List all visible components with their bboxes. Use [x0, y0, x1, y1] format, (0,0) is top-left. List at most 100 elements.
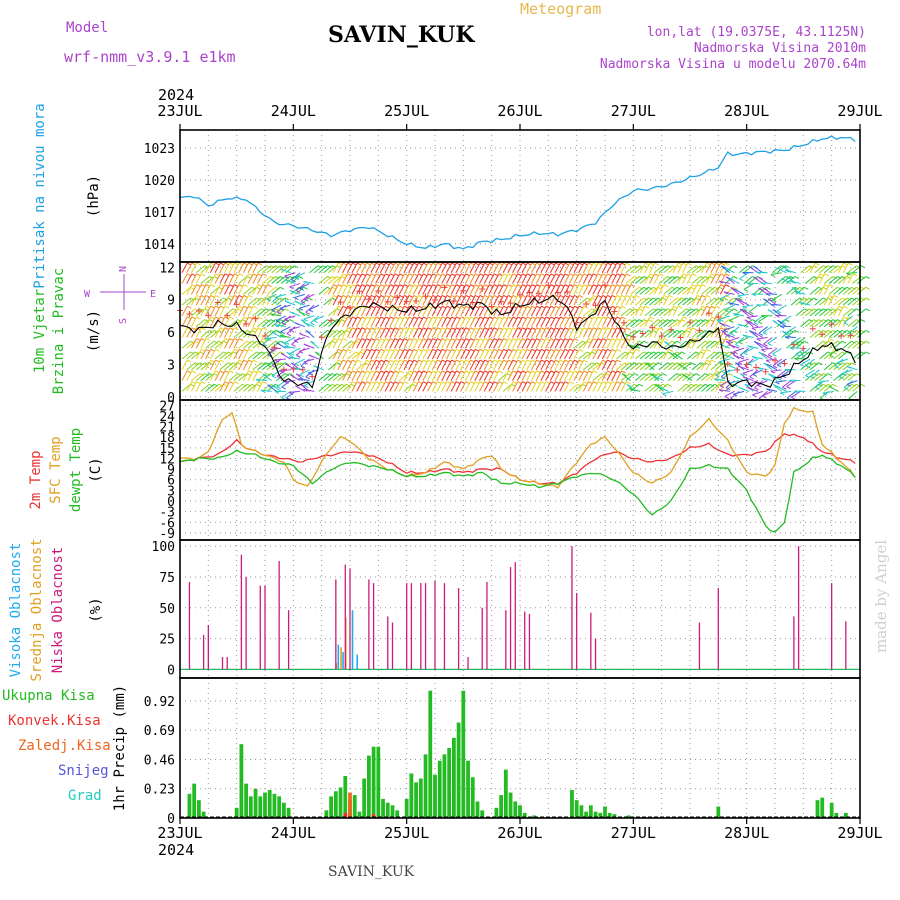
wind-barb-flag — [841, 373, 847, 376]
wind-barb-flag — [846, 351, 852, 355]
wind-barb — [370, 316, 377, 327]
wind-barb — [242, 349, 249, 360]
wind-barb — [323, 373, 333, 381]
wind-barb — [549, 370, 556, 381]
wind-barb — [389, 273, 396, 284]
temperature-tick-label: -3 — [159, 506, 175, 521]
wind-barb — [337, 273, 344, 284]
wind-barb — [554, 370, 561, 381]
wind-barb — [578, 284, 585, 295]
wind-barb-flag — [733, 286, 738, 290]
wind-barb — [328, 308, 338, 317]
wind-barb — [535, 359, 542, 371]
wind-barb-flag — [276, 375, 282, 379]
wind-barb — [658, 276, 668, 284]
wind-barb-flag — [796, 343, 801, 347]
wind-barb — [789, 347, 801, 349]
wind-barb — [455, 359, 462, 371]
cloud-tick-label: 75 — [159, 571, 175, 586]
precip-total-bar — [588, 805, 593, 818]
wind-barb-flag — [747, 363, 753, 367]
wind-barb-flag — [724, 354, 729, 358]
wind-barb — [733, 390, 745, 395]
wind-barb — [271, 351, 281, 360]
wind-barb — [559, 327, 566, 338]
wind-barb — [653, 383, 663, 392]
wind-barb-flag — [706, 348, 711, 352]
wind-gust-marker — [214, 299, 221, 306]
wind-barb-flag — [267, 284, 272, 288]
wind-barb — [856, 286, 867, 295]
wind-barb — [531, 295, 538, 306]
wind-gust-marker — [469, 299, 476, 306]
wind-barb-flag — [404, 381, 409, 385]
wind-barb — [328, 330, 338, 338]
wind-barb — [535, 284, 542, 295]
wind-barb — [705, 297, 715, 306]
wind-barb-flag — [813, 265, 818, 269]
wind-barb — [328, 362, 338, 371]
wind-barb-flag — [781, 330, 787, 334]
wind-barb-flag — [289, 289, 295, 293]
wind-barb — [526, 327, 533, 338]
wind-barb — [195, 381, 202, 392]
wind-barb — [191, 273, 198, 284]
wind-barb — [809, 362, 819, 371]
wind-barb — [274, 358, 286, 361]
wind-barb — [276, 362, 286, 371]
wind-barb — [795, 340, 805, 349]
wind-barb — [493, 316, 500, 327]
wind-barb-flag — [284, 275, 290, 279]
wind-barb — [805, 276, 815, 284]
wind-barb — [479, 370, 486, 381]
wind-barb — [389, 316, 396, 327]
wind-barb — [361, 370, 368, 381]
wind-barb — [342, 349, 349, 360]
wind-barb-flag — [762, 332, 768, 336]
wind-barb — [701, 359, 708, 371]
wind-barb-flag — [281, 397, 286, 400]
wind-barb — [763, 337, 773, 345]
wind-barb-flag — [305, 329, 311, 333]
wind-barb-flag — [728, 340, 734, 344]
wind-barb — [431, 316, 438, 327]
cloud-ylabel-high: Visoka Oblacnost — [8, 543, 24, 678]
precip-total-bar — [513, 801, 518, 818]
wind-barb — [332, 262, 339, 274]
wind-barb-flag — [294, 300, 299, 304]
wind-barb — [819, 265, 829, 274]
wind-barb — [191, 373, 201, 381]
wind-barb — [620, 362, 630, 371]
wind-barb — [200, 305, 207, 317]
wind-barb — [625, 373, 635, 381]
wind-barb — [526, 359, 533, 371]
wind-barb — [455, 295, 462, 306]
wind-barb-flag — [296, 308, 301, 312]
wind-barb — [818, 380, 830, 383]
wind-barb-flag — [678, 305, 683, 309]
wind-barb — [191, 351, 201, 360]
wind-barb — [304, 380, 315, 386]
wind-barb — [809, 308, 819, 317]
wind-barb — [507, 381, 514, 392]
wind-barb — [242, 262, 249, 274]
precip-tick-label: 0.92 — [144, 695, 175, 710]
wind-barb-flag — [234, 381, 239, 385]
wind-barb — [412, 338, 419, 349]
wind-barb — [809, 373, 819, 381]
wind-barb — [526, 381, 533, 392]
wind-barb — [265, 336, 277, 339]
wind-barb-flag — [794, 357, 799, 361]
wind-barb — [582, 262, 589, 274]
wind-barb-flag — [284, 362, 290, 366]
wind-barb — [361, 381, 368, 392]
time-label-bottom: 25JUL — [384, 824, 429, 842]
wind-barb — [233, 284, 240, 295]
wind-barb — [606, 295, 613, 306]
wind-gust-marker — [554, 289, 561, 296]
wind-barb — [224, 381, 231, 392]
wind-barb — [597, 327, 604, 338]
cloud-tick-label: 25 — [159, 633, 175, 648]
wind-barb — [723, 369, 735, 374]
wind-barb — [507, 370, 514, 381]
